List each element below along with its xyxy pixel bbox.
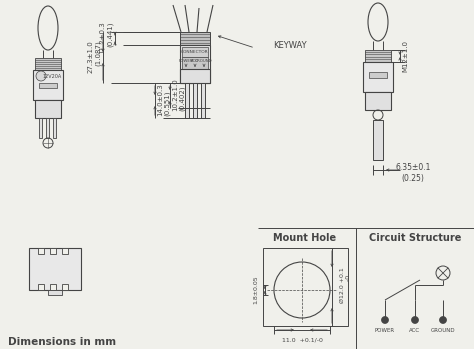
Bar	[29, 248, 81, 290]
Bar	[38, 284, 44, 290]
Text: 11.0  +0.1/-0: 11.0 +0.1/-0	[282, 337, 322, 342]
Text: 11.2±0.3
(0.441): 11.2±0.3 (0.441)	[100, 22, 113, 54]
Circle shape	[382, 317, 389, 324]
Bar	[48, 290, 62, 295]
Text: 10.2±1.0
(0.402): 10.2±1.0 (0.402)	[172, 79, 185, 111]
Text: M12±1.0: M12±1.0	[402, 40, 408, 72]
Text: 12V20A: 12V20A	[42, 74, 62, 79]
Bar	[46, 118, 49, 138]
Bar	[369, 72, 387, 78]
Bar	[180, 45, 210, 83]
Circle shape	[439, 317, 447, 324]
Bar	[38, 248, 44, 254]
Bar	[185, 83, 189, 118]
Bar	[363, 62, 393, 92]
Bar	[193, 83, 197, 118]
Text: POWER: POWER	[179, 59, 193, 63]
Text: 6.35±0.1
(0.25): 6.35±0.1 (0.25)	[395, 163, 431, 183]
Text: POWER: POWER	[375, 327, 395, 333]
Text: KEYWAY: KEYWAY	[273, 40, 307, 50]
Text: 27.3±1.0
(1.087): 27.3±1.0 (1.087)	[88, 40, 101, 73]
Bar	[35, 58, 61, 70]
Bar	[50, 284, 56, 290]
Circle shape	[36, 71, 46, 81]
Bar	[39, 83, 57, 88]
Text: ACC: ACC	[191, 59, 199, 63]
Bar	[50, 248, 56, 254]
Ellipse shape	[368, 3, 388, 41]
Text: GROUND: GROUND	[195, 59, 213, 63]
Bar	[182, 57, 208, 69]
Bar	[365, 50, 391, 62]
Bar	[182, 47, 208, 57]
Text: 1.8±0.05: 1.8±0.05	[253, 276, 258, 304]
Text: Ø12.0 +0.1
           -0: Ø12.0 +0.1 -0	[340, 267, 351, 303]
Text: CONNECTOR: CONNECTOR	[181, 50, 209, 54]
Text: Mount Hole: Mount Hole	[273, 233, 337, 243]
Bar	[201, 83, 205, 118]
Ellipse shape	[38, 6, 58, 50]
Text: GROUND: GROUND	[431, 327, 456, 333]
Bar	[35, 100, 61, 118]
Bar	[180, 32, 210, 45]
Bar	[263, 248, 348, 326]
Bar	[54, 118, 56, 138]
Circle shape	[411, 317, 419, 324]
Bar	[180, 69, 210, 83]
Bar	[62, 248, 68, 254]
Bar	[365, 92, 391, 110]
Bar	[33, 70, 63, 100]
Bar	[373, 120, 383, 160]
Bar	[62, 284, 68, 290]
Text: Dimensions in mm: Dimensions in mm	[8, 337, 116, 347]
Text: 14.0±0.3
(0.551): 14.0±0.3 (0.551)	[157, 84, 171, 116]
Bar	[39, 118, 43, 138]
Text: ACC: ACC	[410, 327, 420, 333]
Text: Circuit Structure: Circuit Structure	[369, 233, 461, 243]
